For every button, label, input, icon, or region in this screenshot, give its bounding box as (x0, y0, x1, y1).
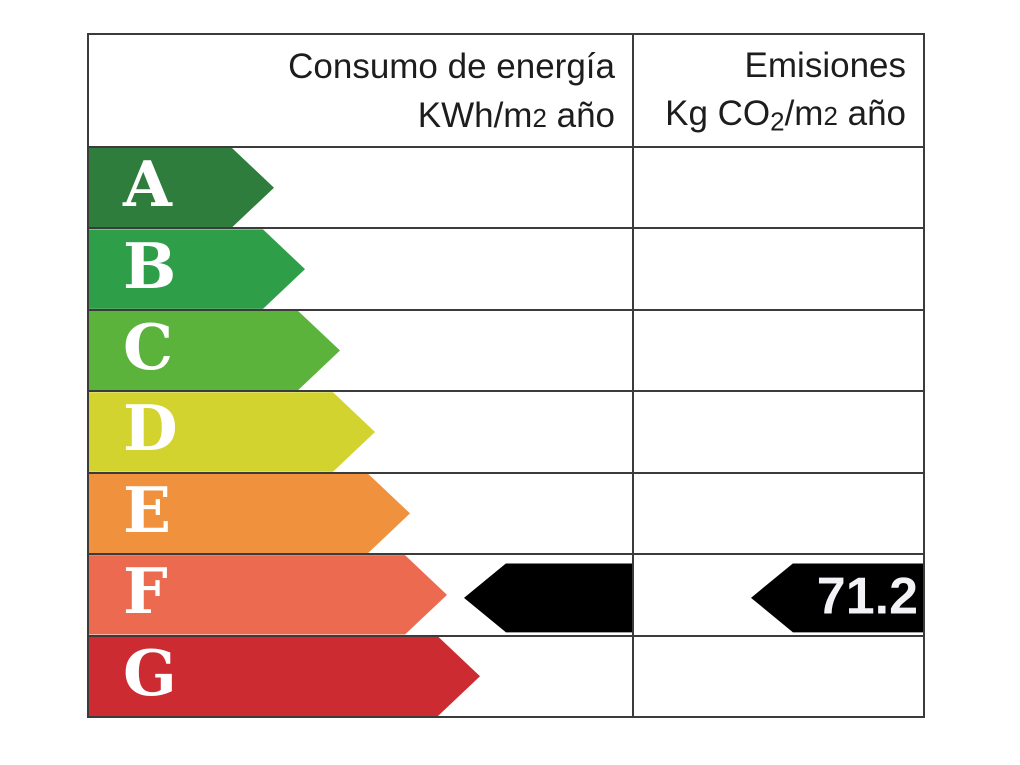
consumption-cell-b: B (89, 229, 634, 309)
grade-arrow-f: F (89, 555, 447, 634)
grade-row-a: A (89, 146, 923, 228)
emissions-header-line2: Kg CO2/m2 año (665, 93, 906, 137)
grade-row-b: B (89, 227, 923, 309)
squared-symbol: 2 (823, 102, 838, 131)
grade-letter-d: D (123, 391, 178, 466)
grade-arrow-d: D (89, 392, 375, 471)
consumption-cell-g: G (89, 636, 634, 716)
emissions-header-line1: Emisiones (744, 45, 906, 85)
emissions-cell-b (634, 229, 923, 308)
consumption-header-line2: KWh/m2 año (417, 95, 615, 135)
consumption-cell-a: A (89, 148, 634, 228)
consumption-header: Consumo de energía KWh/m2 año (89, 35, 634, 146)
emissions-cell-g (634, 637, 923, 716)
emissions-cell-e (634, 474, 923, 553)
emissions-cell-c (634, 311, 923, 390)
consumption-indicator-arrow (464, 563, 632, 633)
grade-arrow-e: E (89, 474, 410, 553)
emissions-header: Emisiones Kg CO2/m2 año (634, 35, 923, 146)
grade-letter-e: E (123, 472, 172, 547)
subscript-symbol: 2 (770, 108, 785, 137)
emissions-cell-f: 71.2 (634, 555, 923, 634)
emissions-indicator-arrow: 71.2 (751, 563, 923, 633)
consumption-cell-f: F (89, 555, 634, 635)
emissions-value: 71.2 (816, 567, 918, 626)
emissions-cell-d (634, 392, 923, 471)
grade-row-f: F 71.2 (89, 553, 923, 635)
squared-symbol: 2 (532, 104, 547, 133)
grade-arrow-a: A (89, 148, 274, 227)
grade-row-e: E (89, 471, 923, 554)
grade-letter-b: B (123, 228, 177, 303)
grade-letter-a: A (123, 147, 172, 222)
grade-letter-f: F (123, 554, 168, 629)
consumption-cell-d: D (89, 392, 634, 472)
consumption-header-line1: Consumo de energía (288, 47, 615, 87)
grade-arrow-c: C (89, 311, 340, 390)
header-row: Consumo de energía KWh/m2 año Emisiones … (89, 35, 923, 146)
emissions-cell-a (634, 148, 923, 227)
grade-row-g: G (89, 634, 923, 716)
rating-table: Consumo de energía KWh/m2 año Emisiones … (87, 33, 925, 718)
grade-row-c: C (89, 308, 923, 391)
consumption-cell-e: E (89, 473, 634, 554)
grade-arrow-g: G (89, 637, 480, 716)
grade-arrow-b: B (89, 229, 305, 308)
grade-row-d: D (89, 390, 923, 472)
consumption-cell-c: C (89, 310, 634, 391)
grade-letter-c: C (123, 310, 174, 385)
grade-rows: A B C D E F 71.2 G (89, 146, 923, 716)
grade-letter-g: G (123, 635, 177, 710)
